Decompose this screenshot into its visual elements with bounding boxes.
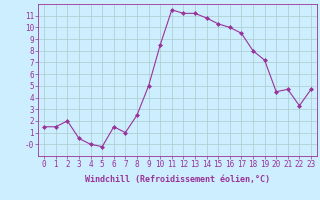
X-axis label: Windchill (Refroidissement éolien,°C): Windchill (Refroidissement éolien,°C) [85, 175, 270, 184]
